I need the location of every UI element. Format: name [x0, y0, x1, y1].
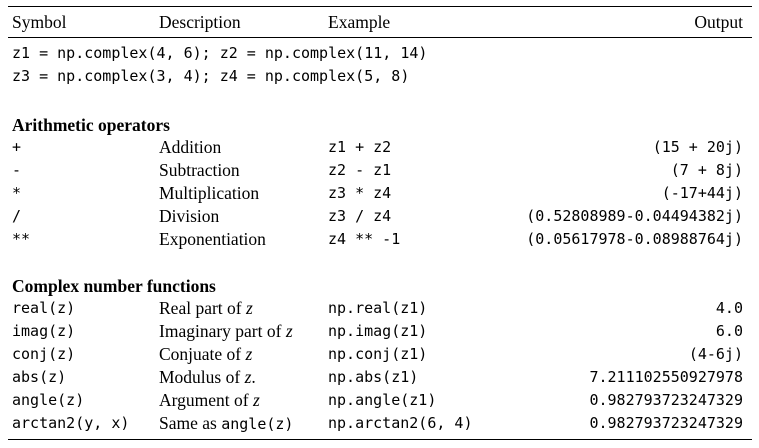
table-row: - Subtraction z2 - z1 (7 + 8j)	[0, 159, 759, 181]
table-row: ** Exponentiation z4 ** -1 (0.05617978-0…	[0, 228, 759, 250]
table-row: angle(z) Argument of z np.angle(z1) 0.98…	[0, 389, 759, 411]
row-example: z3 * z4	[328, 184, 392, 202]
table-row: conj(z) Conjuate of z np.conj(z1) (4-6j)	[0, 343, 759, 365]
row-description: Division	[159, 206, 220, 226]
row-example: np.conj(z1)	[328, 345, 428, 363]
table-header-row: Symbol Description Example Output	[0, 11, 759, 33]
table-row: / Division z3 / z4 (0.52808989-0.0449438…	[0, 205, 759, 227]
row-symbol: abs(z)	[12, 368, 67, 386]
row-example: z3 / z4	[328, 207, 392, 225]
table-row: abs(z) Modulus of z. np.abs(z1) 7.211102…	[0, 366, 759, 388]
row-output: 0.982793723247329	[589, 391, 743, 409]
row-example: z4 ** -1	[328, 230, 401, 248]
table-row: arctan2(y, x) Same as angle(z) np.arctan…	[0, 412, 759, 434]
table-row: + Addition z1 + z2 (15 + 20j)	[0, 136, 759, 158]
row-example: np.arctan2(6, 4)	[328, 414, 473, 432]
row-description: Addition	[159, 137, 222, 157]
row-output: (-17+44j)	[661, 184, 743, 202]
table-row: * Multiplication z3 * z4 (-17+44j)	[0, 182, 759, 204]
row-description: Imaginary part of z	[159, 321, 293, 341]
row-symbol: **	[12, 230, 31, 248]
row-output: 0.982793723247329	[589, 414, 743, 432]
setup-line-1: z1 = np.complex(4, 6); z2 = np.complex(1…	[12, 44, 428, 62]
header-description: Description	[159, 12, 241, 32]
table-top-rule	[8, 6, 752, 7]
section-title-functions: Complex number functions	[12, 276, 216, 296]
row-example: z2 - z1	[328, 161, 392, 179]
row-description: Conjuate of z	[159, 344, 253, 364]
table-bottom-rule	[8, 439, 752, 440]
row-description: Multiplication	[159, 183, 260, 203]
row-output: 7.211102550927978	[589, 368, 743, 386]
table-row: real(z) Real part of z np.real(z1) 4.0	[0, 297, 759, 319]
row-example: np.angle(z1)	[328, 391, 437, 409]
row-output: (15 + 20j)	[652, 138, 743, 156]
row-example: np.real(z1)	[328, 299, 428, 317]
header-example: Example	[328, 12, 391, 32]
row-output: (0.05617978-0.08988764j)	[526, 230, 743, 248]
row-symbol: -	[12, 161, 22, 179]
row-output: 4.0	[715, 299, 743, 317]
row-output: (4-6j)	[688, 345, 743, 363]
row-description: Subtraction	[159, 160, 240, 180]
row-description: Argument of z	[159, 390, 260, 410]
row-description: Modulus of z.	[159, 367, 256, 387]
row-symbol: arctan2(y, x)	[12, 414, 130, 432]
row-example: np.abs(z1)	[328, 368, 419, 386]
row-example: np.imag(z1)	[328, 322, 428, 340]
row-symbol: /	[12, 207, 22, 225]
row-output: (7 + 8j)	[670, 161, 743, 179]
row-output: 6.0	[715, 322, 743, 340]
table-header-rule	[8, 37, 752, 38]
row-symbol: imag(z)	[12, 322, 76, 340]
row-example: z1 + z2	[328, 138, 392, 156]
header-symbol: Symbol	[12, 12, 67, 32]
row-symbol: *	[12, 184, 22, 202]
section-title-arithmetic: Arithmetic operators	[12, 115, 170, 135]
setup-line-2: z3 = np.complex(3, 4); z4 = np.complex(5…	[12, 67, 410, 85]
row-description: Same as angle(z)	[159, 413, 294, 433]
row-output: (0.52808989-0.04494382j)	[526, 207, 743, 225]
header-output: Output	[694, 12, 743, 32]
row-description: Real part of z	[159, 298, 253, 318]
row-symbol: conj(z)	[12, 345, 76, 363]
table-row: imag(z) Imaginary part of z np.imag(z1) …	[0, 320, 759, 342]
row-description: Exponentiation	[159, 229, 266, 249]
row-symbol: angle(z)	[12, 391, 85, 409]
row-symbol: real(z)	[12, 299, 76, 317]
row-symbol: +	[12, 138, 22, 156]
